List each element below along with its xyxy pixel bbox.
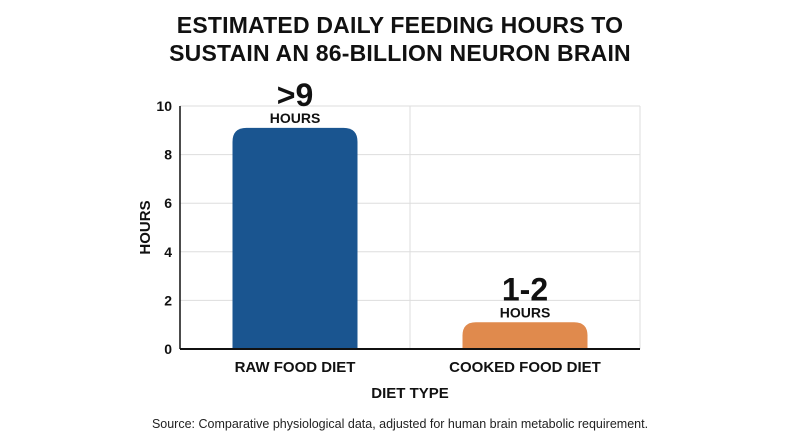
bar-value-unit: HOURS [500,304,551,320]
y-tick-label: 4 [164,244,172,260]
bar-value-unit: HOURS [270,110,321,126]
x-tick-label: RAW FOOD DIET [235,359,356,376]
bar-raw-food [232,127,358,350]
chart-title-line-2: SUSTAIN AN 86-BILLION NEURON BRAIN [169,40,631,66]
chart-title-line-1: ESTIMATED DAILY FEEDING HOURS TO [176,12,624,38]
y-tick-label: 10 [156,98,172,114]
y-tick-label: 6 [164,195,172,211]
y-tick-label: 2 [164,292,172,308]
x-axis-title: DIET TYPE [371,385,449,402]
source-note: Source: Comparative physiological data, … [151,417,649,431]
y-tick-label: 8 [164,147,172,163]
y-tick-label: 0 [164,341,172,357]
bar-value-label: 1-2 [502,271,548,307]
bar-cooked-food [462,322,588,349]
bar-value-label: >9 [277,77,313,113]
y-axis-title: HOURS [137,200,154,254]
x-tick-label: COOKED FOOD DIET [449,359,601,376]
